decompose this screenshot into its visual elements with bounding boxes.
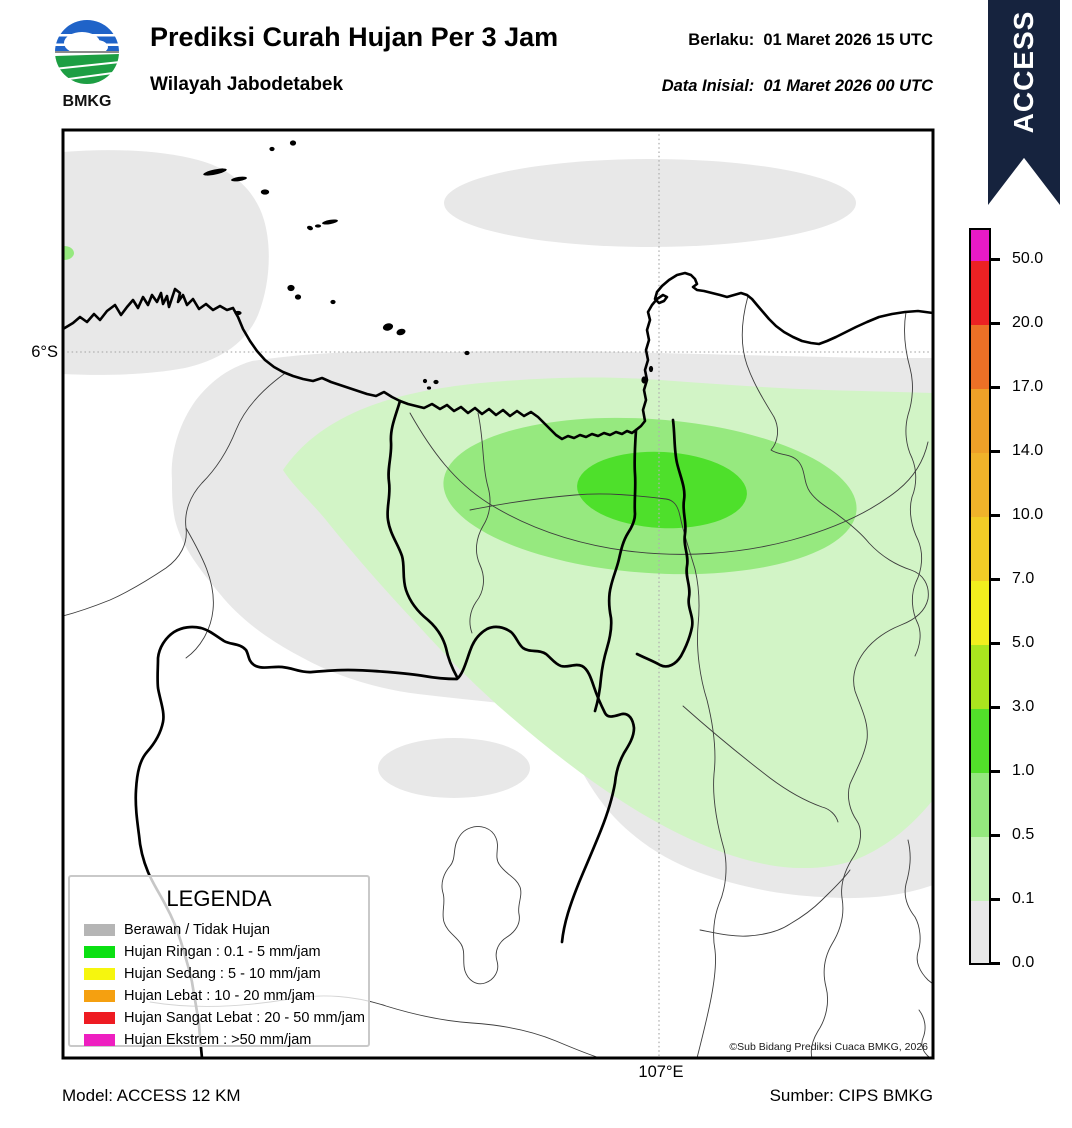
colorbar-tick-label: 17.0 bbox=[1012, 378, 1044, 395]
legend-item: Hujan Ekstrem : >50 mm/jam bbox=[70, 1029, 368, 1051]
page-title: Prediksi Curah Hujan Per 3 Jam bbox=[150, 22, 559, 52]
colorbar-tick-label: 3.0 bbox=[1012, 698, 1035, 715]
colorbar-segment bbox=[971, 453, 989, 517]
init-time-value: 01 Maret 2026 00 UTC bbox=[763, 77, 933, 95]
colorbar-segment bbox=[971, 837, 989, 901]
legend-title: LEGENDA bbox=[166, 886, 272, 911]
legend-swatch bbox=[84, 1012, 115, 1024]
legend-item: Hujan Sedang : 5 - 10 mm/jam bbox=[70, 963, 368, 985]
boundary-east bbox=[593, 428, 638, 713]
legend-item-label: Hujan Sedang : 5 - 10 mm/jam bbox=[124, 966, 321, 982]
lake-outline bbox=[441, 826, 522, 985]
legend-swatch bbox=[84, 990, 115, 1002]
legend-item: Hujan Lebat : 10 - 20 mm/jam bbox=[70, 985, 368, 1007]
colorbar-tick bbox=[991, 834, 1000, 837]
colorbar-tick bbox=[991, 962, 1000, 965]
islands bbox=[203, 140, 654, 390]
legend-item-label: Hujan Ringan : 0.1 - 5 mm/jam bbox=[124, 944, 321, 960]
colorbar-segment bbox=[971, 261, 989, 325]
thin-boundaries bbox=[63, 295, 933, 1058]
valid-time-label: Berlaku: bbox=[688, 31, 755, 49]
legend-item-label: Hujan Sangat Lebat : 20 - 50 mm/jam bbox=[124, 1010, 365, 1026]
colorbar-tick bbox=[991, 386, 1000, 389]
legend-item-label: Berawan / Tidak Hujan bbox=[124, 922, 270, 938]
colorbar-segment bbox=[971, 325, 989, 389]
colorbar-tick bbox=[991, 578, 1000, 581]
page-subtitle: Wilayah Jabodetabek bbox=[150, 74, 344, 95]
cloud-area-topcenter bbox=[444, 159, 856, 247]
colorbar-tick bbox=[991, 450, 1000, 453]
valid-time-value: 01 Maret 2026 15 UTC bbox=[763, 31, 933, 49]
colorbar-tick-label: 0.5 bbox=[1012, 826, 1035, 843]
colorbar-tick-label: 20.0 bbox=[1012, 314, 1044, 331]
boundary-west bbox=[386, 399, 459, 679]
colorbar-tick-label: 5.0 bbox=[1012, 634, 1035, 651]
map-border bbox=[61, 128, 935, 1060]
legend-swatch bbox=[84, 1034, 115, 1046]
colorbar-segment bbox=[971, 901, 989, 965]
graticule bbox=[63, 130, 933, 1058]
colorbar-tick-label: 7.0 bbox=[1012, 570, 1035, 587]
colorbar-segment bbox=[971, 645, 989, 709]
source-label: Sumber: CIPS BMKG bbox=[769, 1086, 933, 1105]
colorbar-tick bbox=[991, 514, 1000, 517]
legend-swatch bbox=[84, 946, 115, 958]
colorbar-tick bbox=[991, 898, 1000, 901]
init-time-label: Data Inisial: bbox=[661, 77, 755, 95]
boundary-south bbox=[134, 625, 636, 1058]
colorbar-tick-label: 1.0 bbox=[1012, 762, 1035, 779]
colorbar-tick-label: 0.1 bbox=[1012, 890, 1035, 907]
valid-time-line: Berlaku: 01 Maret 2026 15 UTC bbox=[688, 31, 933, 50]
init-time-line: Data Inisial: 01 Maret 2026 00 UTC bbox=[662, 77, 933, 96]
colorbar-tick bbox=[991, 642, 1000, 645]
colorbar-tick bbox=[991, 322, 1000, 325]
legend-swatch bbox=[84, 968, 115, 980]
bmkg-logo-text: BMKG bbox=[63, 93, 112, 110]
colorbar-tick bbox=[991, 258, 1000, 261]
colorbar bbox=[969, 228, 991, 965]
rain-spot-left-edge bbox=[63, 246, 74, 260]
colorbar-segment bbox=[971, 773, 989, 837]
colorbar-segment bbox=[971, 389, 989, 453]
thick-boundaries bbox=[134, 399, 694, 1058]
legend-item-label: Hujan Lebat : 10 - 20 mm/jam bbox=[124, 988, 316, 1004]
colorbar-tick-label: 14.0 bbox=[1012, 442, 1044, 459]
colorbar-segment bbox=[971, 709, 989, 773]
legend-box: LEGENDA Berawan / Tidak Hujan Hujan Ringa… bbox=[68, 875, 370, 1048]
legend-item: Berawan / Tidak Hujan bbox=[70, 919, 368, 941]
colorbar-tick-label: 10.0 bbox=[1012, 506, 1044, 523]
model-label: Model: ACCESS 12 KM bbox=[62, 1086, 241, 1105]
colorbar-border bbox=[969, 228, 991, 965]
copyright-text: ©Sub Bidang Prediksi Cuaca BMKG, 2026 bbox=[729, 1041, 928, 1053]
colorbar-segment bbox=[971, 517, 989, 581]
colorbar-tick bbox=[991, 770, 1000, 773]
bmkg-logo: BMKG bbox=[55, 20, 119, 110]
coastline bbox=[63, 271, 933, 441]
colorbar-segment bbox=[971, 230, 989, 261]
colorbar-segment bbox=[971, 581, 989, 645]
cloud-area-topleft bbox=[63, 150, 269, 375]
colorbar-tick bbox=[991, 706, 1000, 709]
colorbar-tick-label: 50.0 bbox=[1012, 250, 1044, 267]
legend-item: Hujan Sangat Lebat : 20 - 50 mm/jam bbox=[70, 1007, 368, 1029]
latitude-label: 6°S bbox=[31, 343, 58, 361]
longitude-label: 107°E bbox=[638, 1063, 684, 1081]
legend-item-label: Hujan Ekstrem : >50 mm/jam bbox=[124, 1032, 312, 1048]
legend-item: Hujan Ringan : 0.1 - 5 mm/jam bbox=[70, 941, 368, 963]
rain-area-core bbox=[577, 451, 747, 529]
cloud-area-bottomleft bbox=[378, 738, 530, 798]
colorbar-tick-label: 0.0 bbox=[1012, 954, 1035, 971]
boundary-east-lobe bbox=[635, 418, 694, 668]
legend-swatch bbox=[84, 924, 115, 936]
